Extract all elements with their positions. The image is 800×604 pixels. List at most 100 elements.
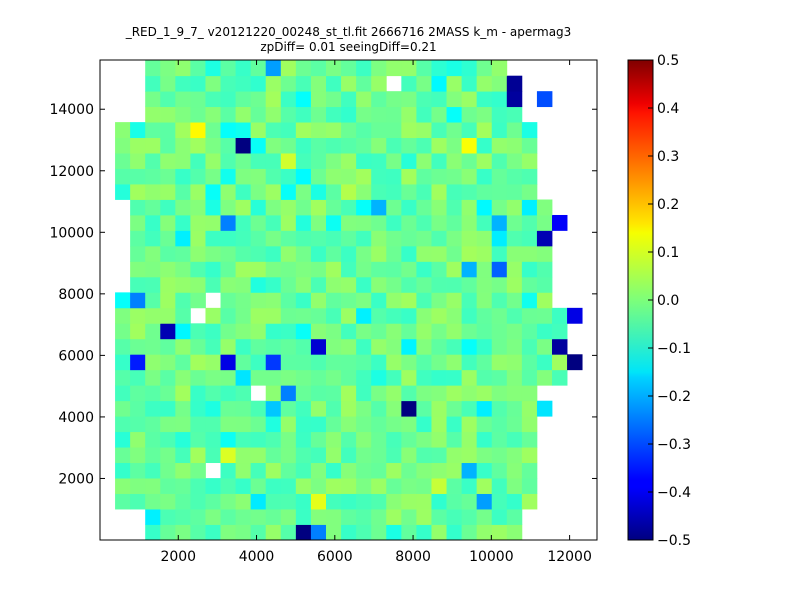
heatmap-cell — [416, 431, 432, 448]
heatmap-cell — [280, 245, 297, 262]
heatmap-cell — [386, 91, 402, 108]
heatmap-cell — [280, 292, 297, 309]
heatmap-cell — [401, 230, 417, 247]
heatmap-cell — [506, 137, 523, 154]
heatmap-cell — [356, 60, 372, 77]
heatmap-cell — [552, 214, 568, 231]
heatmap-cell — [235, 323, 252, 340]
heatmap-cell — [461, 245, 478, 262]
heatmap-cell — [341, 416, 357, 433]
heatmap-cell — [190, 137, 206, 154]
heatmap-cell — [310, 292, 327, 309]
heatmap-cell — [521, 122, 538, 138]
heatmap-cell — [235, 385, 252, 402]
heatmap-cell — [341, 230, 357, 247]
heatmap-cell — [160, 478, 176, 494]
x-axis: 2000 4000 6000 8000 10000 12000 — [160, 60, 592, 565]
heatmap-cell — [371, 431, 387, 448]
heatmap-cell — [280, 91, 297, 108]
heatmap-cell — [280, 122, 297, 138]
heatmap-cell — [401, 338, 417, 355]
heatmap-cell — [401, 245, 417, 262]
colorbar-tick-label: 0.1 — [657, 245, 679, 261]
heatmap-cell — [145, 60, 161, 77]
heatmap-cell — [280, 168, 297, 185]
heatmap-cell — [476, 493, 493, 510]
heatmap-cell — [220, 338, 236, 355]
heatmap-cell — [416, 292, 432, 309]
heatmap-cell — [265, 509, 282, 525]
heatmap-cell — [250, 122, 267, 138]
heatmap-cell — [371, 338, 387, 355]
heatmap-cell — [461, 292, 478, 309]
heatmap-cell — [461, 323, 478, 340]
heatmap-cell — [250, 60, 267, 77]
heatmap-cell — [280, 385, 297, 402]
heatmap-cell — [416, 106, 432, 123]
heatmap-cell — [326, 184, 342, 200]
heatmap-cell — [190, 75, 206, 92]
heatmap-cell — [250, 354, 267, 371]
heatmap-cell — [130, 354, 146, 371]
heatmap-cell — [235, 400, 252, 417]
heatmap-cell — [371, 75, 387, 92]
heatmap-cell — [115, 292, 131, 309]
heatmap-cell — [130, 338, 146, 355]
heatmap-cell — [326, 447, 342, 464]
heatmap-cell — [356, 416, 372, 433]
heatmap-cell — [175, 137, 191, 154]
heatmap-cell — [521, 214, 538, 231]
heatmap-cell — [130, 462, 146, 479]
heatmap-cell — [446, 122, 462, 138]
heatmap-cell — [491, 75, 508, 92]
heatmap-cell — [265, 447, 282, 464]
heatmap-cell — [356, 509, 372, 525]
colorbar-tick-label: 0.3 — [657, 149, 679, 165]
heatmap-cell — [265, 462, 282, 479]
heatmap-cell — [250, 462, 267, 479]
heatmap-cell — [536, 261, 553, 278]
heatmap-cell — [250, 168, 267, 185]
heatmap-cell — [476, 153, 493, 169]
heatmap-cell — [250, 75, 267, 92]
heatmap-cell — [190, 338, 206, 355]
heatmap-cell — [386, 199, 402, 216]
heatmap-cell — [341, 106, 357, 123]
heatmap-cell — [371, 462, 387, 479]
heatmap-cell — [356, 137, 372, 154]
x-tick-label: 12000 — [547, 549, 592, 565]
heatmap-cell — [446, 106, 462, 123]
heatmap-cell — [326, 106, 342, 123]
heatmap-cell — [145, 137, 161, 154]
heatmap-cell — [476, 60, 493, 77]
heatmap-cell — [386, 416, 402, 433]
heatmap-cell — [401, 416, 417, 433]
heatmap-cell — [476, 245, 493, 262]
heatmap-cell — [145, 462, 161, 479]
heatmap-cell — [265, 91, 282, 108]
heatmap-cell — [220, 91, 236, 108]
heatmap-cell — [235, 199, 252, 216]
heatmap-cell — [491, 509, 508, 525]
heatmap-cell — [326, 524, 342, 541]
heatmap-cell — [265, 431, 282, 448]
heatmap-cell — [115, 462, 131, 479]
heatmap-cell — [386, 307, 402, 324]
heatmap-cell — [506, 509, 523, 525]
heatmap-cell — [190, 261, 206, 278]
heatmap-cell — [175, 385, 191, 402]
heatmap-cell — [326, 60, 342, 77]
heatmap-cell — [295, 245, 312, 262]
heatmap-cell — [506, 385, 523, 402]
colorbar-tick-label: −0.3 — [657, 437, 691, 453]
heatmap-cell — [310, 400, 327, 417]
heatmap-cell — [536, 91, 553, 108]
heatmap-cell — [295, 122, 312, 138]
heatmap-cell — [521, 276, 538, 293]
heatmap-cell — [310, 354, 327, 371]
heatmap-cell — [250, 338, 267, 355]
heatmap-cell — [190, 168, 206, 185]
heatmap-cell — [416, 323, 432, 340]
colorbar-tick-label: −0.5 — [657, 533, 691, 549]
